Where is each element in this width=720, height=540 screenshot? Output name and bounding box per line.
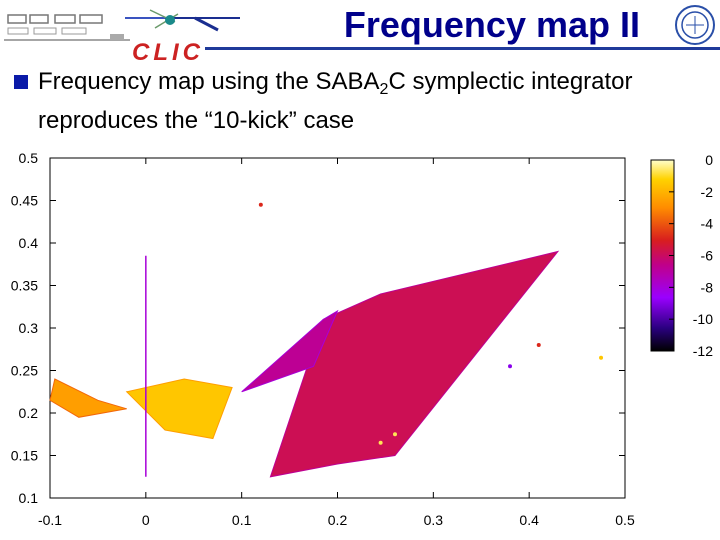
data-point <box>508 364 512 369</box>
x-tick-label: 0.2 <box>328 512 348 528</box>
y-tick-label: 0.5 <box>19 150 39 166</box>
bullet-text: Frequency map using the SABA2C symplecti… <box>38 66 678 136</box>
colorbar-tick-label: -6 <box>701 248 714 264</box>
colorbar-tick-label: -10 <box>693 311 713 327</box>
y-tick-label: 0.25 <box>11 363 38 379</box>
colorbar-tick-label: -12 <box>693 343 713 359</box>
y-tick-label: 0.15 <box>11 448 38 464</box>
bullet-text-part1: Frequency map using the SABA <box>38 68 380 95</box>
data-point <box>378 440 383 445</box>
clic-logo-text: CLIC <box>132 39 204 62</box>
colorbar-tick-label: -8 <box>701 279 714 295</box>
bullet-subscript: 2 <box>379 81 389 98</box>
bullet-text-part2: C symplectic integrator reproduces the “… <box>38 68 633 134</box>
x-tick-label: 0.1 <box>232 512 252 528</box>
data-point <box>258 202 263 207</box>
y-tick-label: 0.3 <box>19 320 39 336</box>
region-left-lobe <box>49 378 127 418</box>
clic-logo: CLIC <box>4 9 240 62</box>
x-tick-label: 0.5 <box>615 512 635 528</box>
y-tick-label: 0.2 <box>19 405 39 421</box>
y-axis: 0.1 0.15 0.2 0.25 0.3 0.35 0.4 0.45 0.5 <box>11 150 625 506</box>
region-upper-band <box>241 309 339 393</box>
region-left-fan <box>125 378 233 440</box>
slide-header: CLIC Frequency map II <box>0 0 720 62</box>
region-main-wedge <box>269 250 560 478</box>
x-tick-label: 0.4 <box>519 512 539 528</box>
x-axis: -0.1 0 0.1 0.2 0.3 0.4 0.5 <box>38 158 635 528</box>
y-tick-label: 0.4 <box>19 235 39 251</box>
slide-title: Frequency map II <box>343 4 640 45</box>
cern-logo <box>675 5 715 45</box>
data-point <box>599 355 604 360</box>
data-point <box>393 432 397 437</box>
data-point <box>536 343 541 347</box>
colorbar-tick-label: 0 <box>705 152 713 168</box>
y-tick-label: 0.35 <box>11 278 38 294</box>
title-divider <box>205 47 720 50</box>
x-tick-label: -0.1 <box>38 512 62 528</box>
plot-area <box>49 157 626 499</box>
x-tick-label: 0.3 <box>424 512 444 528</box>
bullet-marker <box>14 75 28 89</box>
colorbar-tick-label: -2 <box>701 184 714 200</box>
colorbar-tick-label: -4 <box>701 216 714 232</box>
colorbar: 0 -2 -4 -6 -8 -10 -12 <box>650 152 714 359</box>
frequency-map-chart: -0.1 0 0.1 0.2 0.3 0.4 0.5 0.10.150.20.250.30.… <box>11 150 714 528</box>
x-tick-label: 0 <box>142 512 150 528</box>
y-tick-label: 0.1 <box>19 490 39 506</box>
y-tick-label: 0.45 <box>11 193 38 209</box>
